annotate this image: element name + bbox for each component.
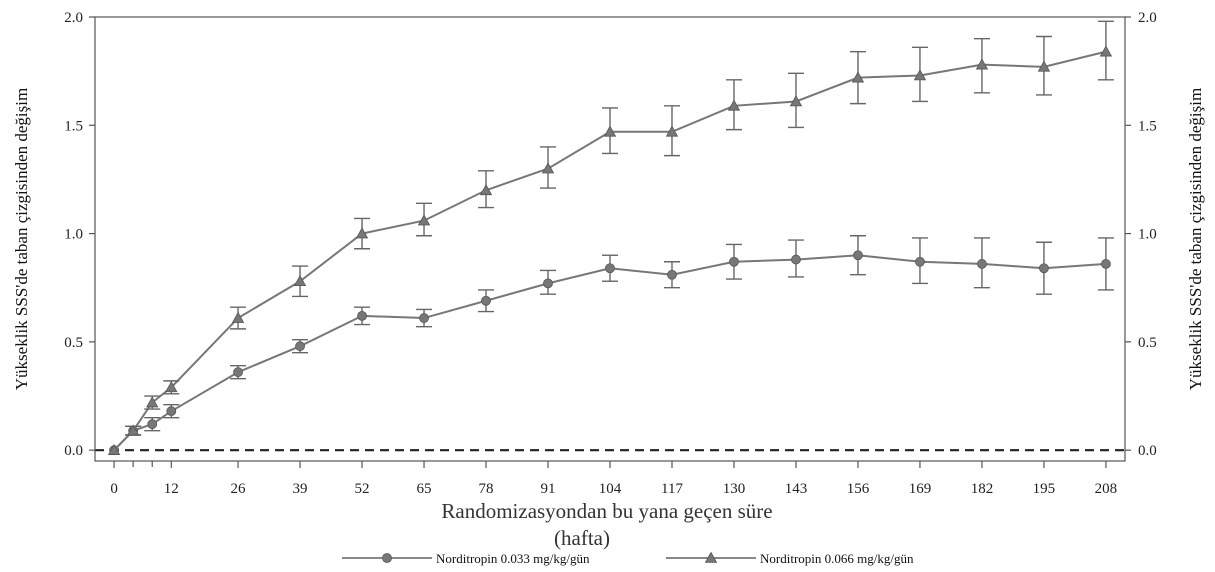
y-tick-label-left: 2.0 xyxy=(64,10,83,26)
x-tick-label: 156 xyxy=(847,481,870,497)
series-line xyxy=(113,254,1106,451)
data-point-circle xyxy=(419,313,429,323)
data-point-triangle xyxy=(293,274,307,287)
data-point-circle xyxy=(729,256,739,267)
data-point-triangle xyxy=(913,69,927,81)
legend: Norditropin 0.033 mg/kg/gün Norditropin 0… xyxy=(342,551,914,566)
y-axis-title-right: Yükseklik SSS'de taban çizgisinden değiş… xyxy=(1186,88,1205,390)
data-point-triangle xyxy=(851,71,865,83)
y-tick-label-right: 2.0 xyxy=(1138,10,1157,26)
data-point-circle xyxy=(915,256,925,267)
data-point-triangle xyxy=(417,214,431,226)
data-point-triangle xyxy=(231,311,245,323)
data-point-triangle xyxy=(603,125,617,137)
data-point-circle xyxy=(295,341,305,352)
x-tick-label: 182 xyxy=(971,481,994,497)
data-point-circle xyxy=(1101,259,1111,269)
data-point-triangle xyxy=(165,381,178,393)
data-point-circle xyxy=(357,310,367,321)
y-tick-label-right: 1.0 xyxy=(1138,227,1157,243)
data-point-triangle xyxy=(146,396,159,408)
plot-frame xyxy=(94,16,1126,462)
data-point-circle xyxy=(605,263,615,274)
x-tick-label: 130 xyxy=(723,481,746,497)
data-point-triangle xyxy=(1099,45,1113,57)
legend-label: Norditropin 0.033 mg/kg/gün xyxy=(436,551,590,566)
x-tick-label: 0 xyxy=(110,481,118,497)
x-tick-label: 52 xyxy=(355,481,370,497)
data-point-triangle xyxy=(727,99,741,111)
data-point-triangle xyxy=(355,227,369,239)
data-point-triangle xyxy=(541,162,555,174)
y-axis-title-left: Yükseklik SSS'de taban çizgisinden değiş… xyxy=(12,88,31,390)
series-group xyxy=(107,20,1114,456)
x-tick-label: 169 xyxy=(909,481,932,497)
x-tick-label: 143 xyxy=(785,481,808,497)
data-point-circle xyxy=(853,250,863,261)
x-tick-label: 65 xyxy=(417,481,432,497)
data-point-circle xyxy=(543,278,553,289)
axes xyxy=(94,16,1126,462)
y-tick-label-right: 0.0 xyxy=(1138,443,1157,459)
data-point-triangle xyxy=(479,183,493,196)
x-tick-label: 12 xyxy=(164,481,179,497)
data-point-circle xyxy=(667,269,677,280)
x-tick-label: 117 xyxy=(661,481,683,497)
data-point-circle xyxy=(166,406,177,417)
y-tick-label-right: 1.5 xyxy=(1138,118,1157,134)
data-point-triangle xyxy=(665,125,679,137)
y-tick-label-left: 1.5 xyxy=(64,118,83,134)
x-tick-label: 208 xyxy=(1095,481,1118,497)
data-point-circle xyxy=(977,259,987,269)
data-point-triangle xyxy=(126,424,140,436)
x-axis-title: Randomizasyondan bu yana geçen süre xyxy=(441,499,772,523)
y-tick-label-left: 0.5 xyxy=(64,335,83,351)
y-tick-label-left: 0.0 xyxy=(64,443,83,459)
data-point-triangle xyxy=(1037,60,1051,72)
x-tick-label: 78 xyxy=(479,481,494,497)
y-tick-label-left: 1.0 xyxy=(64,227,83,243)
legend-circle-icon xyxy=(382,553,392,563)
x-tick-label: 91 xyxy=(541,481,556,497)
x-tick-label: 26 xyxy=(231,481,247,497)
x-tick-label: 195 xyxy=(1033,481,1056,497)
ticks: 0.0 0.0 0.5 0.5 1.0 1.0 1.5 1.5 2.0 2.0 0 12 26 39 52 6… xyxy=(64,10,1157,497)
data-point-circle xyxy=(791,254,801,265)
data-point-circle xyxy=(233,367,243,378)
data-point-circle xyxy=(1039,263,1049,274)
data-point-triangle xyxy=(107,443,121,455)
series-1 xyxy=(109,235,1114,456)
legend-label: Norditropin 0.066 mg/kg/gün xyxy=(760,551,914,566)
x-tick-label: 39 xyxy=(293,481,308,497)
x-axis-unit: (hafta) xyxy=(554,526,610,550)
data-point-circle xyxy=(481,295,491,306)
y-tick-label-right: 0.5 xyxy=(1138,335,1157,351)
series-2 xyxy=(107,20,1114,455)
data-point-circle xyxy=(147,419,158,430)
legend-triangle-icon xyxy=(704,551,718,563)
data-point-triangle xyxy=(789,95,803,107)
data-point-triangle xyxy=(975,58,989,70)
x-tick-label: 104 xyxy=(599,481,622,497)
